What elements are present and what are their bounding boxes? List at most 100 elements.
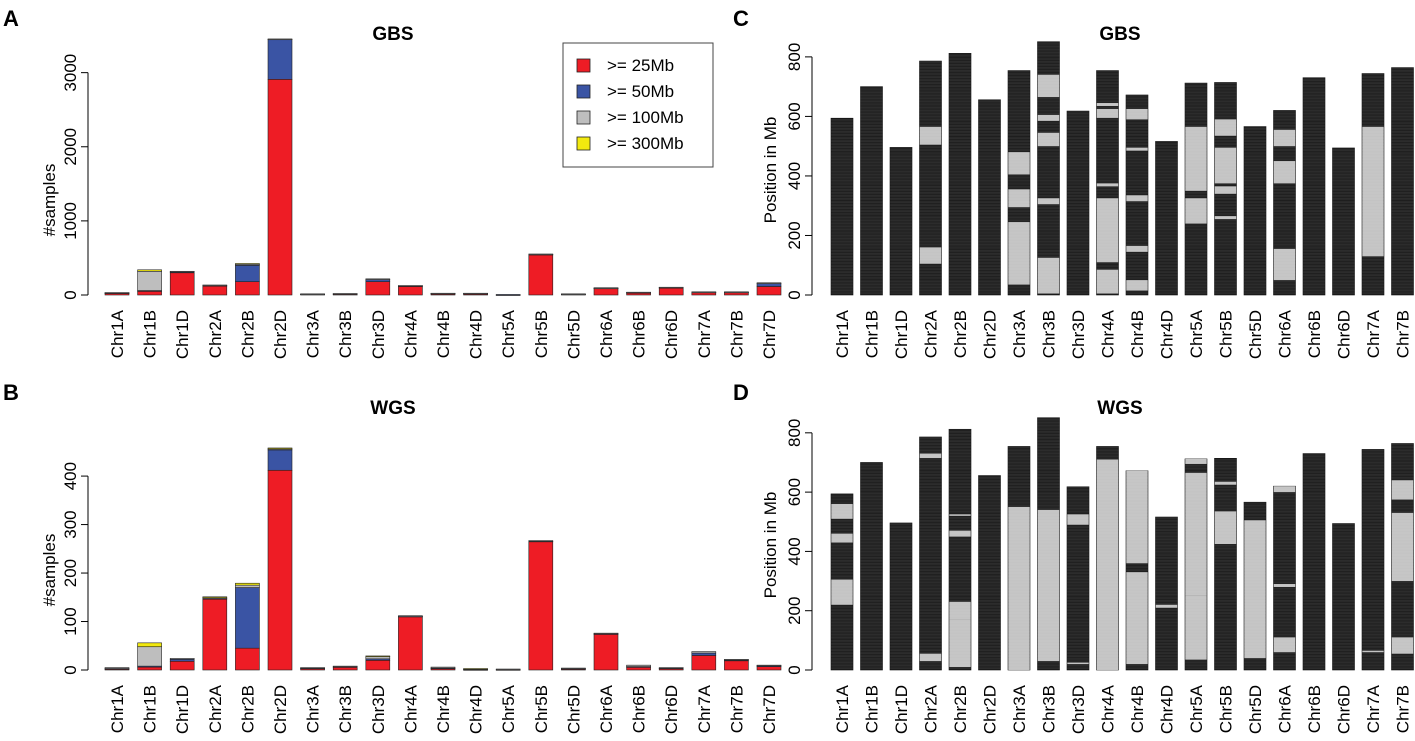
bar-a-chr7d-s1 xyxy=(756,283,782,287)
chrom-segment-c-chr4a-0 xyxy=(1096,269,1119,294)
chrom-bar-c-chr1a xyxy=(830,117,854,296)
bar-a-chr6a-s0 xyxy=(593,288,619,296)
bar-b-chr1b-s0 xyxy=(137,666,162,671)
x-tick-label-a: Chr3D xyxy=(369,310,388,359)
bar-a-chr3d-s0 xyxy=(365,281,391,296)
y-tick-label-c: 0 xyxy=(785,290,804,299)
bar-a-chr7a-s2 xyxy=(691,291,717,293)
bar-b-chr2b-s1 xyxy=(235,587,260,649)
bar-b-chr4d-s3 xyxy=(463,668,488,670)
chrom-bar-c-chr6d xyxy=(1332,147,1355,296)
bar-a-chr1d-s0 xyxy=(169,272,195,296)
panel-letter-b: B xyxy=(3,380,19,405)
chart-title-d: WGS xyxy=(1097,398,1142,419)
bar-b-chr2d-s3 xyxy=(267,447,293,450)
x-tick-label-d: Chr5D xyxy=(1246,685,1265,734)
x-tick-label-a: Chr5D xyxy=(564,310,583,359)
y-tick-label-d: 200 xyxy=(785,597,804,625)
x-tick-label-c: Chr5B xyxy=(1217,310,1236,358)
x-tick-label-d: Chr1D xyxy=(892,685,911,734)
bar-a-chr2d-s1 xyxy=(267,38,293,80)
x-tick-label-d: Chr7B xyxy=(1394,685,1413,733)
chrom-segment-d-chr5b-1 xyxy=(1214,481,1237,485)
chrom-segment-c-chr4a-2 xyxy=(1096,183,1119,187)
chrom-segment-d-chr4b-0 xyxy=(1126,572,1148,665)
x-tick-label-d: Chr3B xyxy=(1040,685,1059,733)
x-tick-label-c: Chr2D xyxy=(981,310,1000,359)
bar-a-chr1d-s2 xyxy=(169,270,195,273)
bar-b-chr5b-s2 xyxy=(528,540,554,542)
x-tick-label-b: Chr3A xyxy=(304,684,323,733)
bar-b-chr7d-s0 xyxy=(756,666,782,671)
bar-b-chr6b-s2 xyxy=(626,664,651,667)
y-tick-label-b: 0 xyxy=(61,665,80,674)
chrom-segment-c-chr3a-2 xyxy=(1008,152,1030,175)
x-tick-label-b: Chr6D xyxy=(662,685,681,734)
bar-b-chr5a-s2 xyxy=(495,668,521,671)
chrom-segment-c-chr3b-4 xyxy=(1037,74,1060,98)
y-tick-label-c: 800 xyxy=(785,43,804,71)
chrom-segment-c-chr5a-0 xyxy=(1185,198,1207,224)
y-tick-label-b: 200 xyxy=(61,559,80,587)
bar-a-chr5b-s2 xyxy=(528,253,554,256)
chrom-segment-d-chr2b-1 xyxy=(949,601,971,620)
y-tick-label-a: 0 xyxy=(61,290,80,299)
x-tick-label-d: Chr1B xyxy=(863,685,882,733)
chrom-bar-d-chr1d xyxy=(889,522,913,671)
bar-b-chr3d-s0 xyxy=(365,660,391,671)
x-tick-label-a: Chr7D xyxy=(760,310,779,359)
bar-b-chr2b-s3 xyxy=(235,582,260,586)
y-tick-label-a: 1000 xyxy=(61,202,80,240)
x-tick-label-c: Chr3A xyxy=(1010,309,1029,358)
bar-b-chr4a-s0 xyxy=(398,616,423,671)
bar-a-chr4d-s2 xyxy=(463,292,488,295)
x-tick-label-b: Chr4D xyxy=(467,685,486,734)
x-tick-label-d: Chr2B xyxy=(951,685,970,733)
chrom-segment-c-chr6a-2 xyxy=(1273,129,1296,147)
chrom-segment-c-chr3b-0 xyxy=(1037,257,1060,294)
bar-b-chr2b-s2 xyxy=(235,584,260,588)
x-tick-label-d: Chr2D xyxy=(981,685,1000,734)
bar-a-chr4b-s2 xyxy=(430,292,456,295)
x-tick-label-c: Chr3D xyxy=(1069,310,1088,359)
y-axis-label-b: #samples xyxy=(40,534,59,607)
x-tick-label-b: Chr1D xyxy=(173,685,192,734)
bar-b-chr7a-s0 xyxy=(691,655,717,671)
chrom-segment-c-chr4b-4 xyxy=(1126,108,1148,120)
chrom-segment-c-chr3a-0 xyxy=(1008,222,1030,285)
chrom-bar-c-chr1b xyxy=(860,86,883,296)
x-tick-label-b: Chr3B xyxy=(336,685,355,733)
chrom-segment-c-chr5b-1 xyxy=(1214,186,1237,194)
x-tick-label-c: Chr6B xyxy=(1305,310,1324,358)
y-tick-label-a: 2000 xyxy=(61,128,80,166)
x-tick-label-c: Chr6D xyxy=(1335,310,1354,359)
bar-a-chr7d-s0 xyxy=(756,286,782,296)
x-tick-label-b: Chr1A xyxy=(108,684,127,733)
bar-a-chr6b-s2 xyxy=(626,291,651,294)
chrom-segment-d-chr1a-0 xyxy=(831,579,853,605)
x-tick-label-c: Chr3B xyxy=(1040,310,1059,358)
bar-b-chr7b-s0 xyxy=(724,660,749,671)
bar-a-chr1b-s3 xyxy=(137,269,162,272)
x-tick-label-d: Chr2A xyxy=(922,684,941,733)
chrom-segment-d-chr2b-2 xyxy=(949,530,971,537)
chrom-segment-d-chr5a-1 xyxy=(1185,472,1207,596)
x-tick-label-c: Chr2A xyxy=(922,309,941,358)
y-tick-label-d: 400 xyxy=(785,537,804,565)
bar-b-chr2d-s0 xyxy=(267,469,293,671)
chrom-segment-c-chr5b-3 xyxy=(1214,119,1237,136)
x-tick-label-a: Chr5B xyxy=(532,310,551,358)
y-tick-label-c: 200 xyxy=(785,221,804,249)
x-tick-label-a: Chr6D xyxy=(662,310,681,359)
bar-a-chr2b-s0 xyxy=(235,281,260,296)
chrom-segment-c-chr4b-1 xyxy=(1126,245,1148,252)
bar-a-chr1b-s2 xyxy=(137,270,162,291)
bar-b-chr6a-s2 xyxy=(593,632,619,635)
x-tick-label-c: Chr1A xyxy=(833,309,852,358)
bar-a-chr5d-s2 xyxy=(561,293,586,295)
bar-b-chr1d-s0 xyxy=(169,660,195,671)
chrom-segment-c-chr4b-2 xyxy=(1126,195,1148,202)
chart-title-b: WGS xyxy=(370,398,415,419)
bar-a-chr1a-s2 xyxy=(104,292,130,294)
bar-a-chr2b-s3 xyxy=(235,263,260,265)
